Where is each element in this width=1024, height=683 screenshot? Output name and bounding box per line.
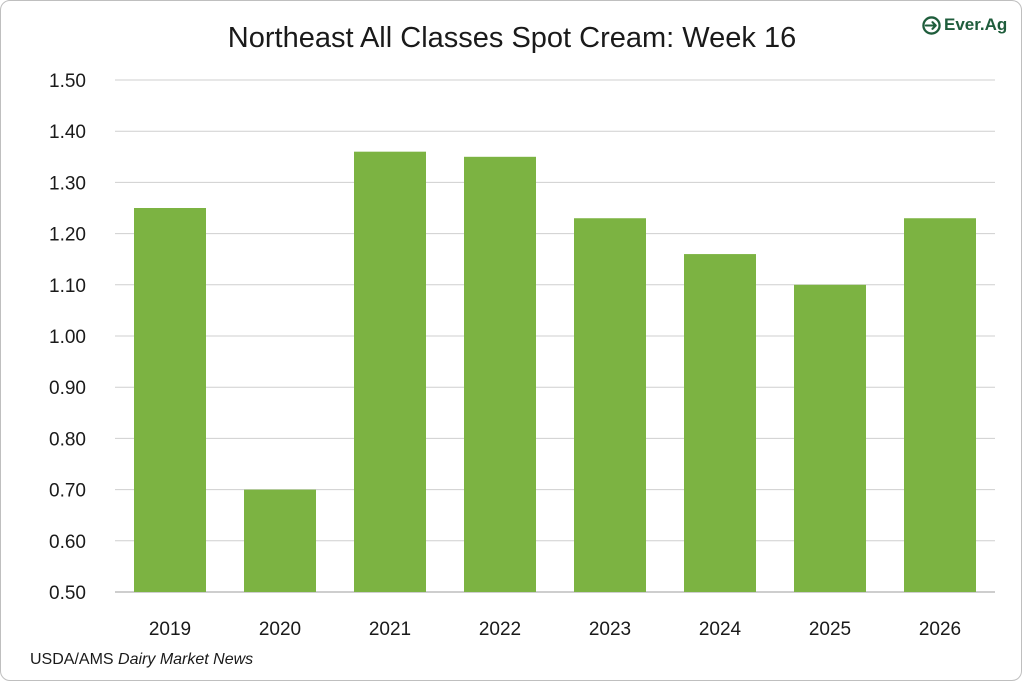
source-publication: Dairy Market News — [118, 651, 254, 668]
y-tick-label: 1.20 — [49, 225, 86, 246]
y-tick-label: 0.50 — [49, 583, 86, 604]
chart-title: Northeast All Classes Spot Cream: Week 1… — [227, 22, 797, 54]
x-tick-label: 2021 — [369, 619, 411, 640]
y-tick-label: 1.50 — [49, 71, 86, 92]
bar-2020 — [244, 489, 316, 592]
x-axis-ticks: 2019 2020 2021 2022 2023 2024 2025 2026 — [149, 619, 961, 640]
y-tick-label: 1.00 — [49, 327, 86, 348]
x-tick-label: 2022 — [479, 619, 521, 640]
bar-2019 — [134, 208, 206, 592]
y-tick-label: 1.10 — [49, 276, 86, 297]
source-org: USDA/AMS — [30, 651, 114, 668]
bar-2022 — [464, 156, 536, 593]
ever-ag-logo-icon — [922, 15, 941, 35]
x-tick-label: 2025 — [809, 619, 851, 640]
bar-2026 — [904, 218, 976, 593]
y-axis-ticks: 0.50 0.60 0.70 0.80 0.90 1.00 1.10 1.20 1.30 1.40… — [49, 71, 86, 604]
source-note: USDA/AMS Dairy Market News — [30, 651, 253, 669]
x-tick-label: 2023 — [589, 619, 631, 640]
bar-2024 — [684, 254, 756, 592]
bar-2021 — [354, 151, 426, 592]
logo-text: Ever.Ag — [944, 15, 1008, 34]
y-tick-label: 0.80 — [49, 429, 86, 450]
x-tick-label: 2026 — [919, 619, 961, 640]
y-tick-label: 1.40 — [49, 122, 86, 143]
x-tick-label: 2020 — [259, 619, 301, 640]
y-tick-label: 0.90 — [49, 378, 86, 399]
y-tick-label: 1.30 — [49, 173, 86, 194]
y-tick-label: 0.60 — [49, 532, 86, 553]
x-tick-label: 2019 — [149, 619, 191, 640]
y-tick-label: 0.70 — [49, 481, 86, 502]
bar-2025 — [794, 284, 866, 592]
bar-2023 — [574, 218, 646, 593]
bars — [134, 151, 976, 593]
brand-logo: Ever.Ag — [922, 13, 1007, 37]
x-tick-label: 2024 — [699, 619, 742, 640]
